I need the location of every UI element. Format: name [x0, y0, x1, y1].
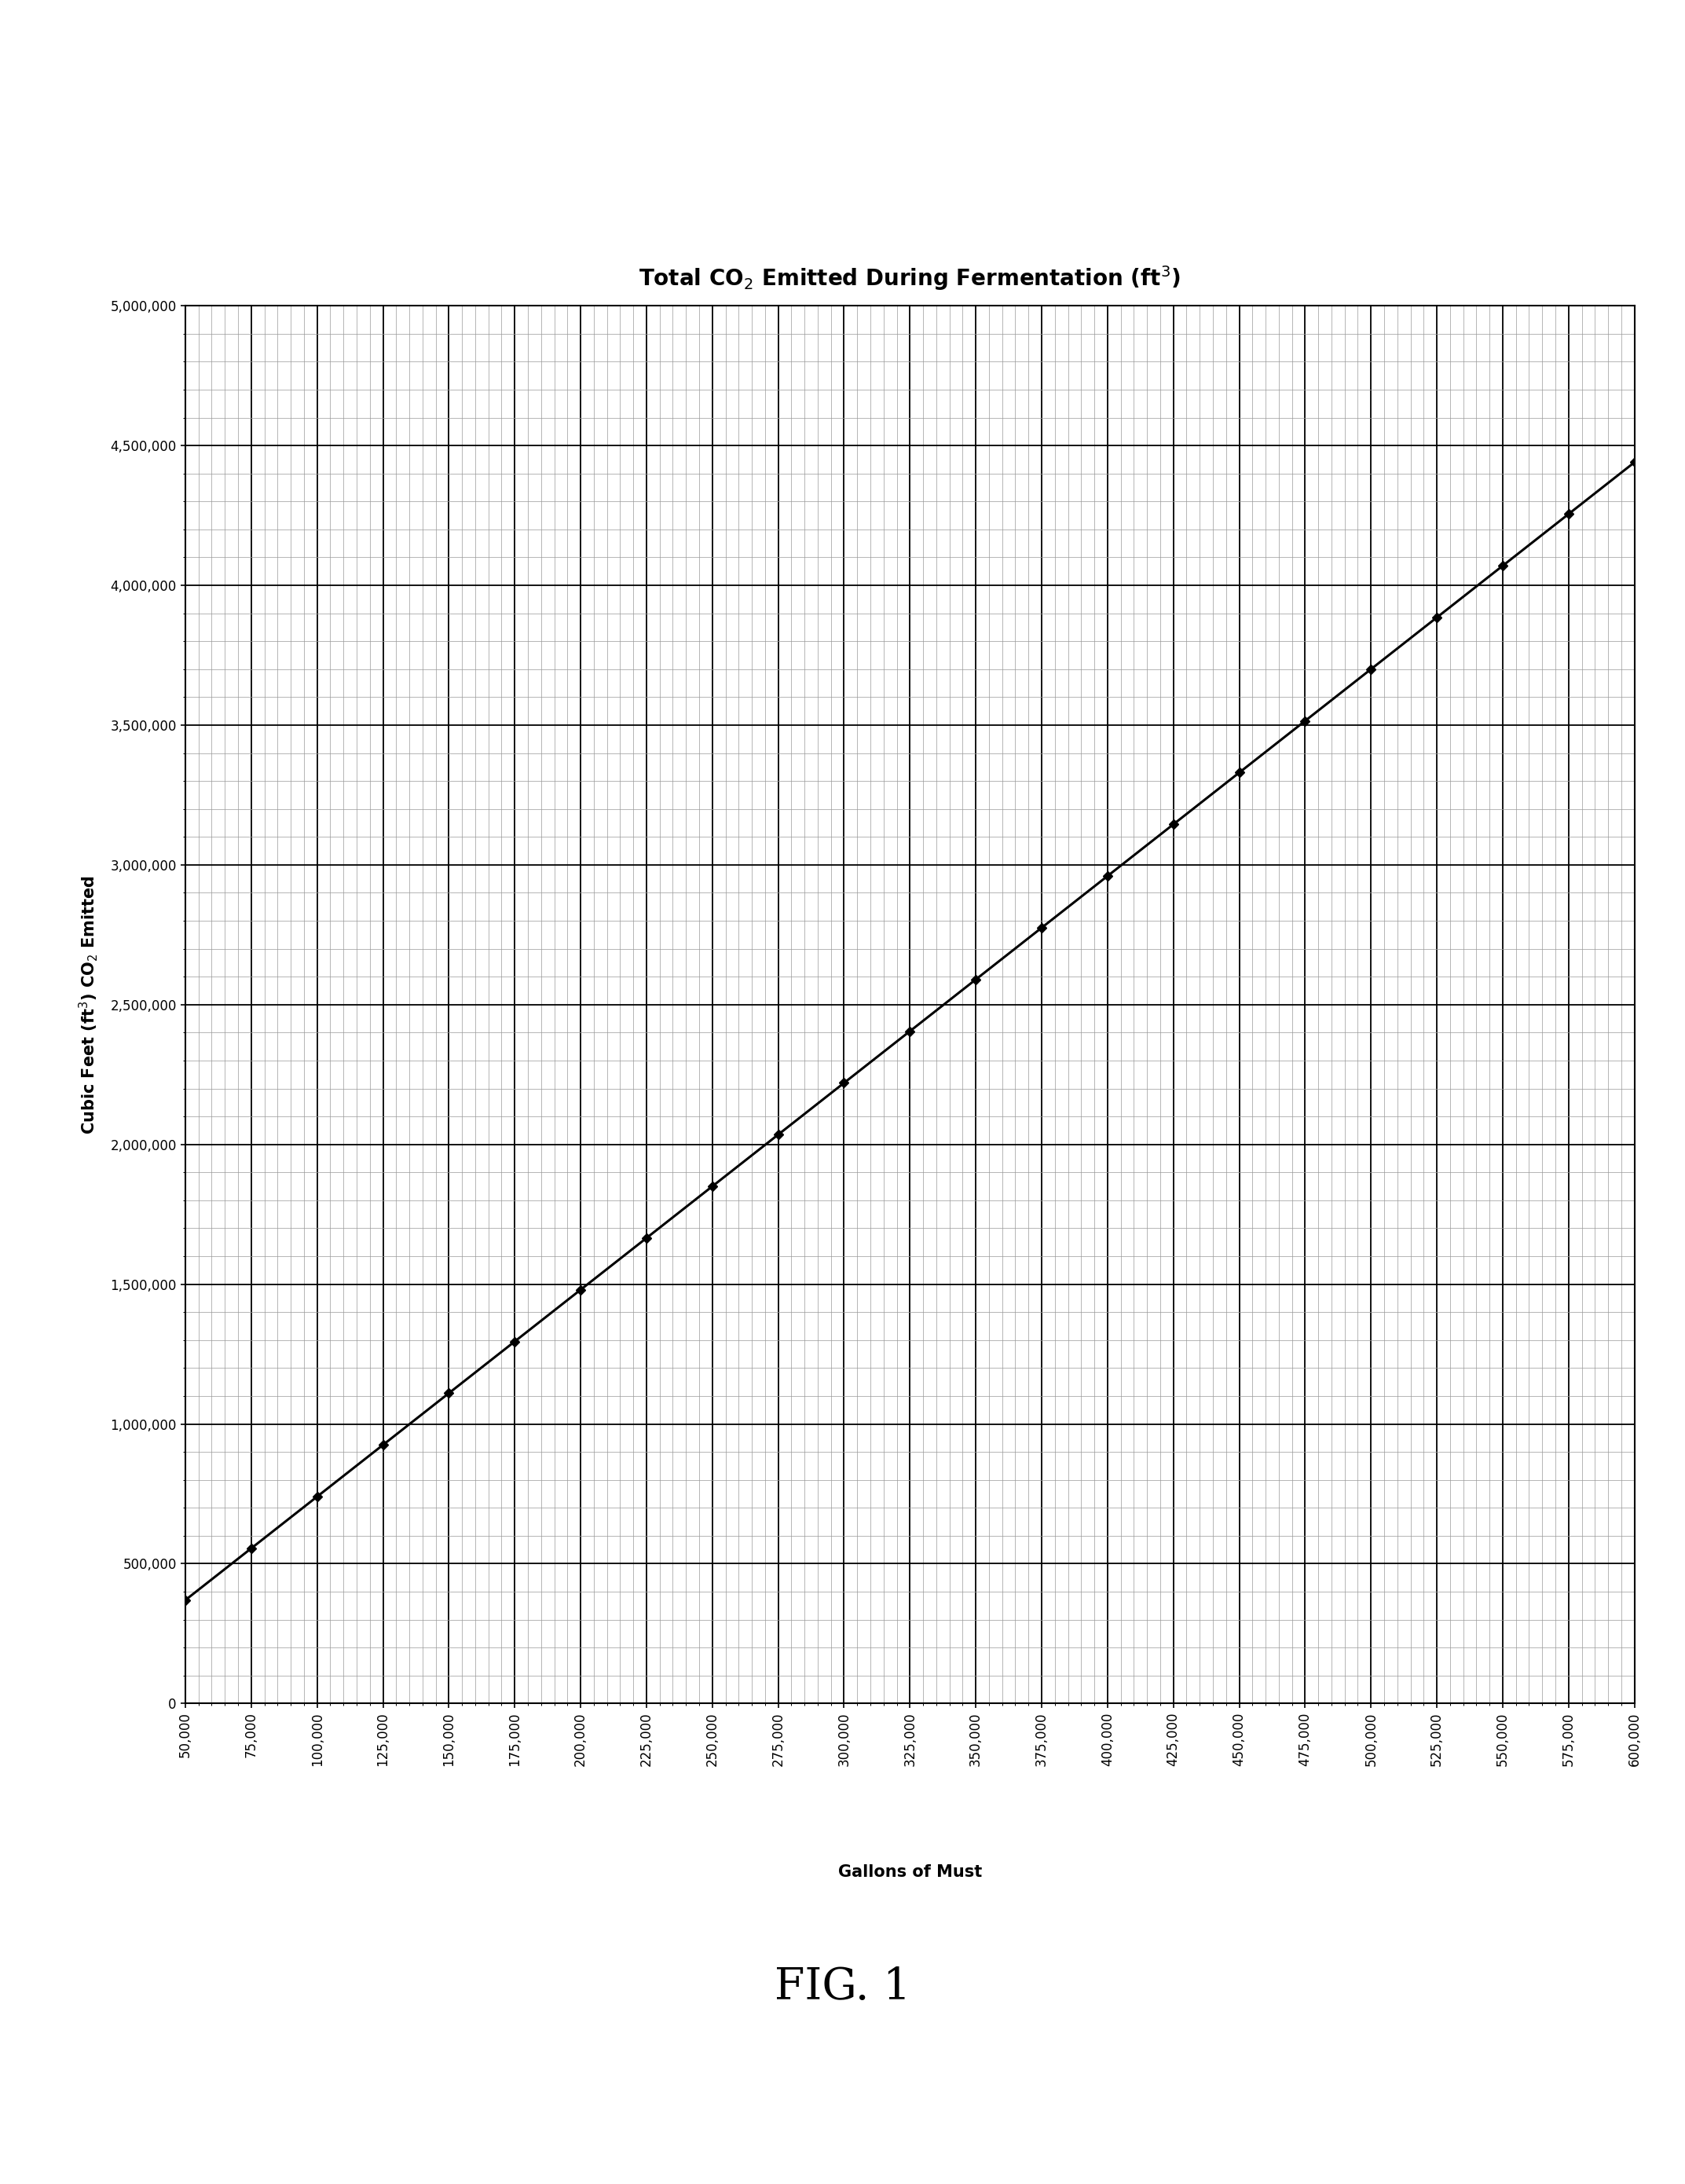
Y-axis label: Cubic Feet (ft$^3$) CO$_2$ Emitted: Cubic Feet (ft$^3$) CO$_2$ Emitted: [78, 876, 99, 1133]
X-axis label: Gallons of Must: Gallons of Must: [837, 1865, 982, 1880]
Text: FIG. 1: FIG. 1: [775, 1966, 910, 2009]
Title: Total CO$_2$ Emitted During Fermentation (ft$^3$): Total CO$_2$ Emitted During Fermentation…: [639, 264, 1181, 293]
